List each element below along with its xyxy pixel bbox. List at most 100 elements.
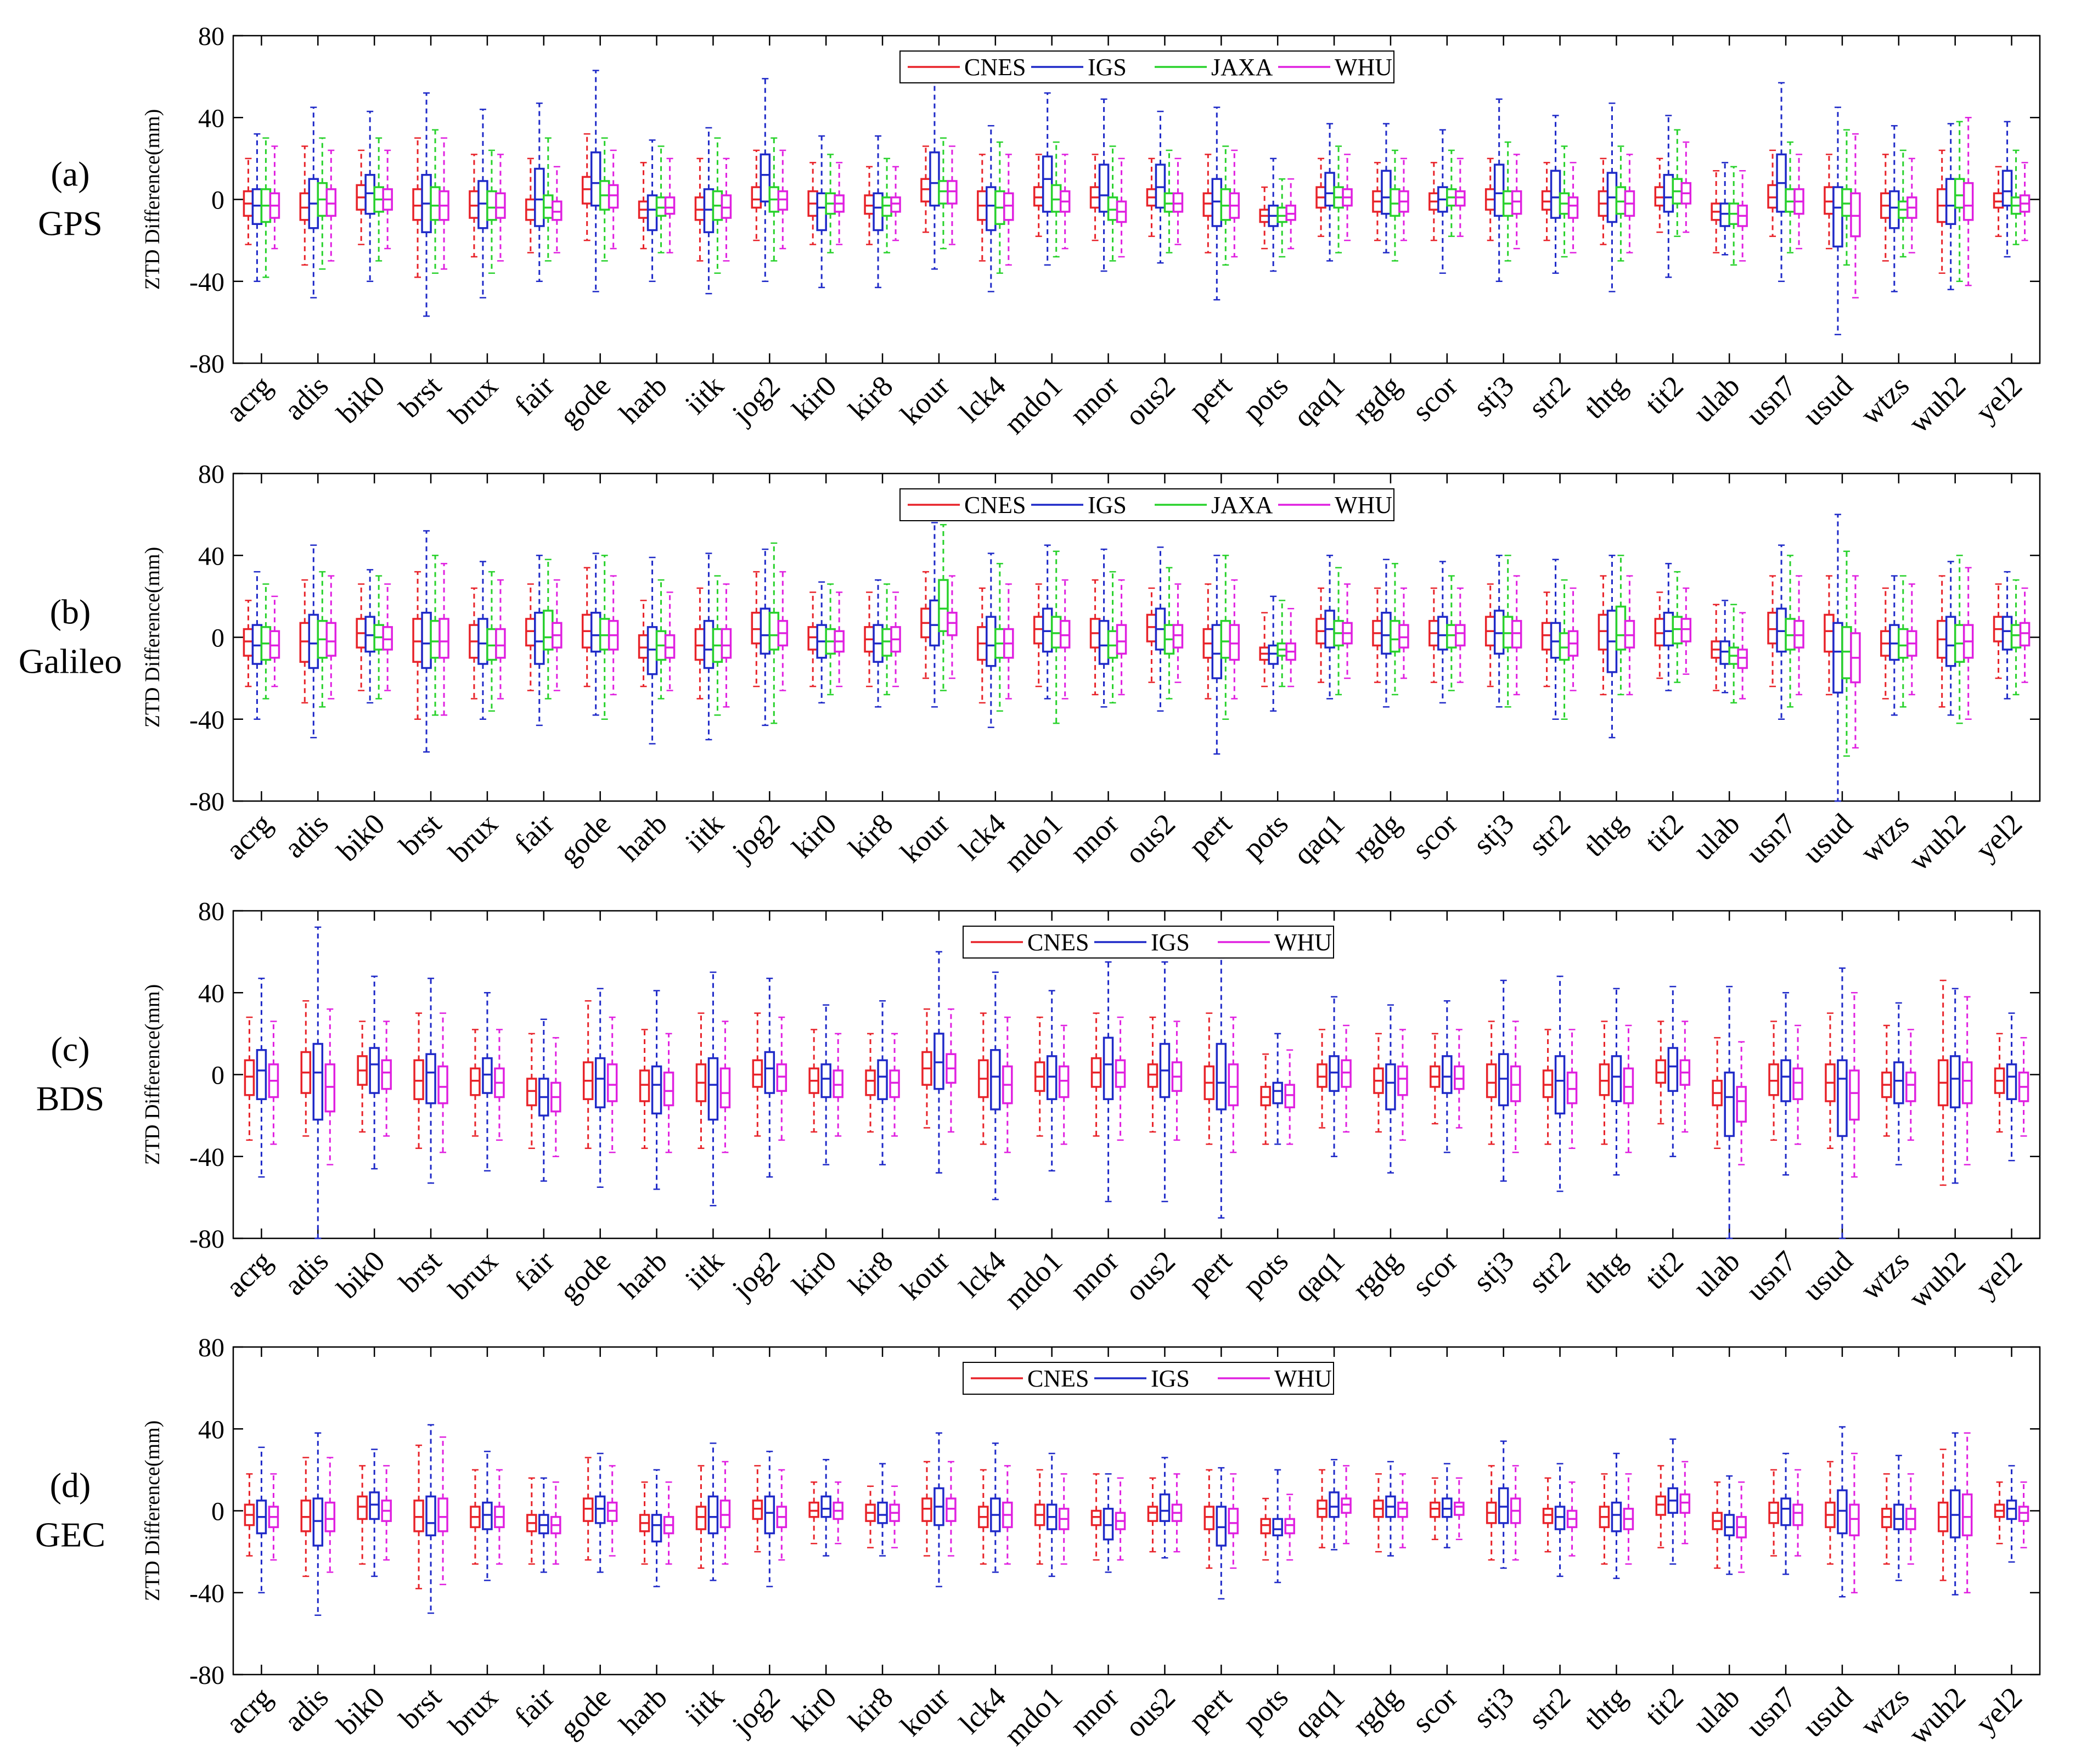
- y-tick-label: 0: [211, 1061, 224, 1090]
- box: [412, 618, 423, 663]
- station-label: usud: [1796, 1244, 1859, 1307]
- station-label: wtzs: [1854, 807, 1915, 869]
- box: [325, 188, 337, 217]
- box: [1329, 1055, 1340, 1092]
- box: [1003, 192, 1014, 221]
- box: [646, 626, 658, 675]
- station-label: nnor: [1064, 1244, 1125, 1306]
- box: [582, 1497, 594, 1522]
- box: [364, 616, 375, 653]
- panel-system-name: BDS: [36, 1079, 105, 1118]
- y-tick-label: 0: [211, 1497, 224, 1526]
- series-jaxa: [260, 121, 2022, 282]
- y-axis-title: ZTD Difference(mm): [141, 984, 164, 1165]
- box: [606, 1501, 618, 1522]
- box: [1792, 1503, 1803, 1526]
- box: [538, 1514, 549, 1535]
- box: [1050, 184, 1062, 213]
- station-label: mdo1: [998, 1244, 1068, 1315]
- station-label: tit2: [1638, 1681, 1689, 1732]
- box: [1541, 190, 1553, 211]
- box: [1220, 619, 1231, 659]
- y-axis-title: ZTD Difference(mm): [141, 547, 164, 728]
- box: [703, 619, 715, 669]
- box: [1945, 178, 1956, 226]
- legend-label-whu: WHU: [1274, 929, 1332, 956]
- station-label: wuh2: [1902, 1681, 1972, 1750]
- box: [1390, 188, 1401, 217]
- station-label: brst: [393, 369, 448, 424]
- box: [1511, 619, 1522, 649]
- station-label: qaq1: [1287, 369, 1351, 433]
- box: [1454, 1501, 1465, 1516]
- box: [425, 1495, 436, 1537]
- station-label: nnor: [1064, 369, 1125, 431]
- box: [1260, 1518, 1271, 1535]
- box: [269, 630, 280, 659]
- station-label: kir8: [842, 1244, 899, 1301]
- box: [1611, 1055, 1622, 1102]
- box: [929, 599, 940, 647]
- box: [1317, 1063, 1328, 1088]
- box: [1454, 1065, 1465, 1090]
- box: [881, 628, 892, 657]
- box: [820, 1495, 831, 1518]
- legend-label-igs: IGS: [1088, 54, 1127, 81]
- box: [1767, 611, 1778, 645]
- box: [655, 196, 667, 217]
- box: [1624, 619, 1635, 649]
- box: [1824, 613, 1835, 653]
- box: [590, 151, 601, 207]
- box: [1398, 624, 1409, 649]
- y-tick-label: 80: [198, 897, 224, 926]
- series-cnes: [244, 1444, 2005, 1590]
- station-label: iitk: [679, 369, 730, 420]
- box: [1033, 186, 1044, 207]
- box: [938, 579, 949, 633]
- box: [1898, 628, 1909, 659]
- box: [1324, 172, 1335, 207]
- station-label: bik0: [330, 369, 391, 430]
- box: [890, 196, 901, 213]
- station-label: kour: [894, 1681, 955, 1742]
- box: [1554, 1055, 1566, 1115]
- series-cnes: [244, 979, 2005, 1186]
- box: [1272, 1518, 1283, 1537]
- station-label: brux: [442, 1244, 504, 1306]
- box: [1502, 616, 1514, 649]
- legend-label-whu: WHU: [1274, 1365, 1332, 1392]
- box: [1098, 164, 1110, 213]
- box: [721, 628, 732, 659]
- station-label: iitk: [679, 1244, 730, 1295]
- box: [764, 1051, 775, 1094]
- box: [477, 180, 488, 229]
- station-label: wtzs: [1854, 369, 1915, 431]
- box: [1276, 206, 1287, 223]
- station-label: stj3: [1467, 1681, 1521, 1734]
- box: [599, 618, 610, 651]
- box: [1437, 616, 1448, 651]
- box: [1042, 607, 1053, 653]
- box: [651, 1065, 662, 1115]
- station-label: usud: [1796, 807, 1859, 870]
- station-label: mdo1: [998, 807, 1068, 878]
- box: [1211, 178, 1223, 227]
- box: [1961, 1493, 1973, 1537]
- box: [1667, 1047, 1679, 1092]
- box: [1050, 616, 1062, 649]
- y-tick-label: -40: [189, 1579, 224, 1608]
- legend-label-cnes: CNES: [1027, 929, 1089, 956]
- box: [764, 1495, 775, 1535]
- y-tick-label: -80: [189, 1661, 224, 1690]
- box: [1155, 164, 1166, 209]
- box: [768, 611, 780, 651]
- box: [1147, 1063, 1158, 1088]
- box: [486, 628, 497, 661]
- box: [1724, 1072, 1735, 1137]
- y-tick-label: 80: [198, 1333, 224, 1362]
- box: [312, 1042, 324, 1121]
- box: [251, 188, 263, 226]
- box: [1498, 1487, 1509, 1524]
- y-tick-label: 0: [211, 624, 224, 653]
